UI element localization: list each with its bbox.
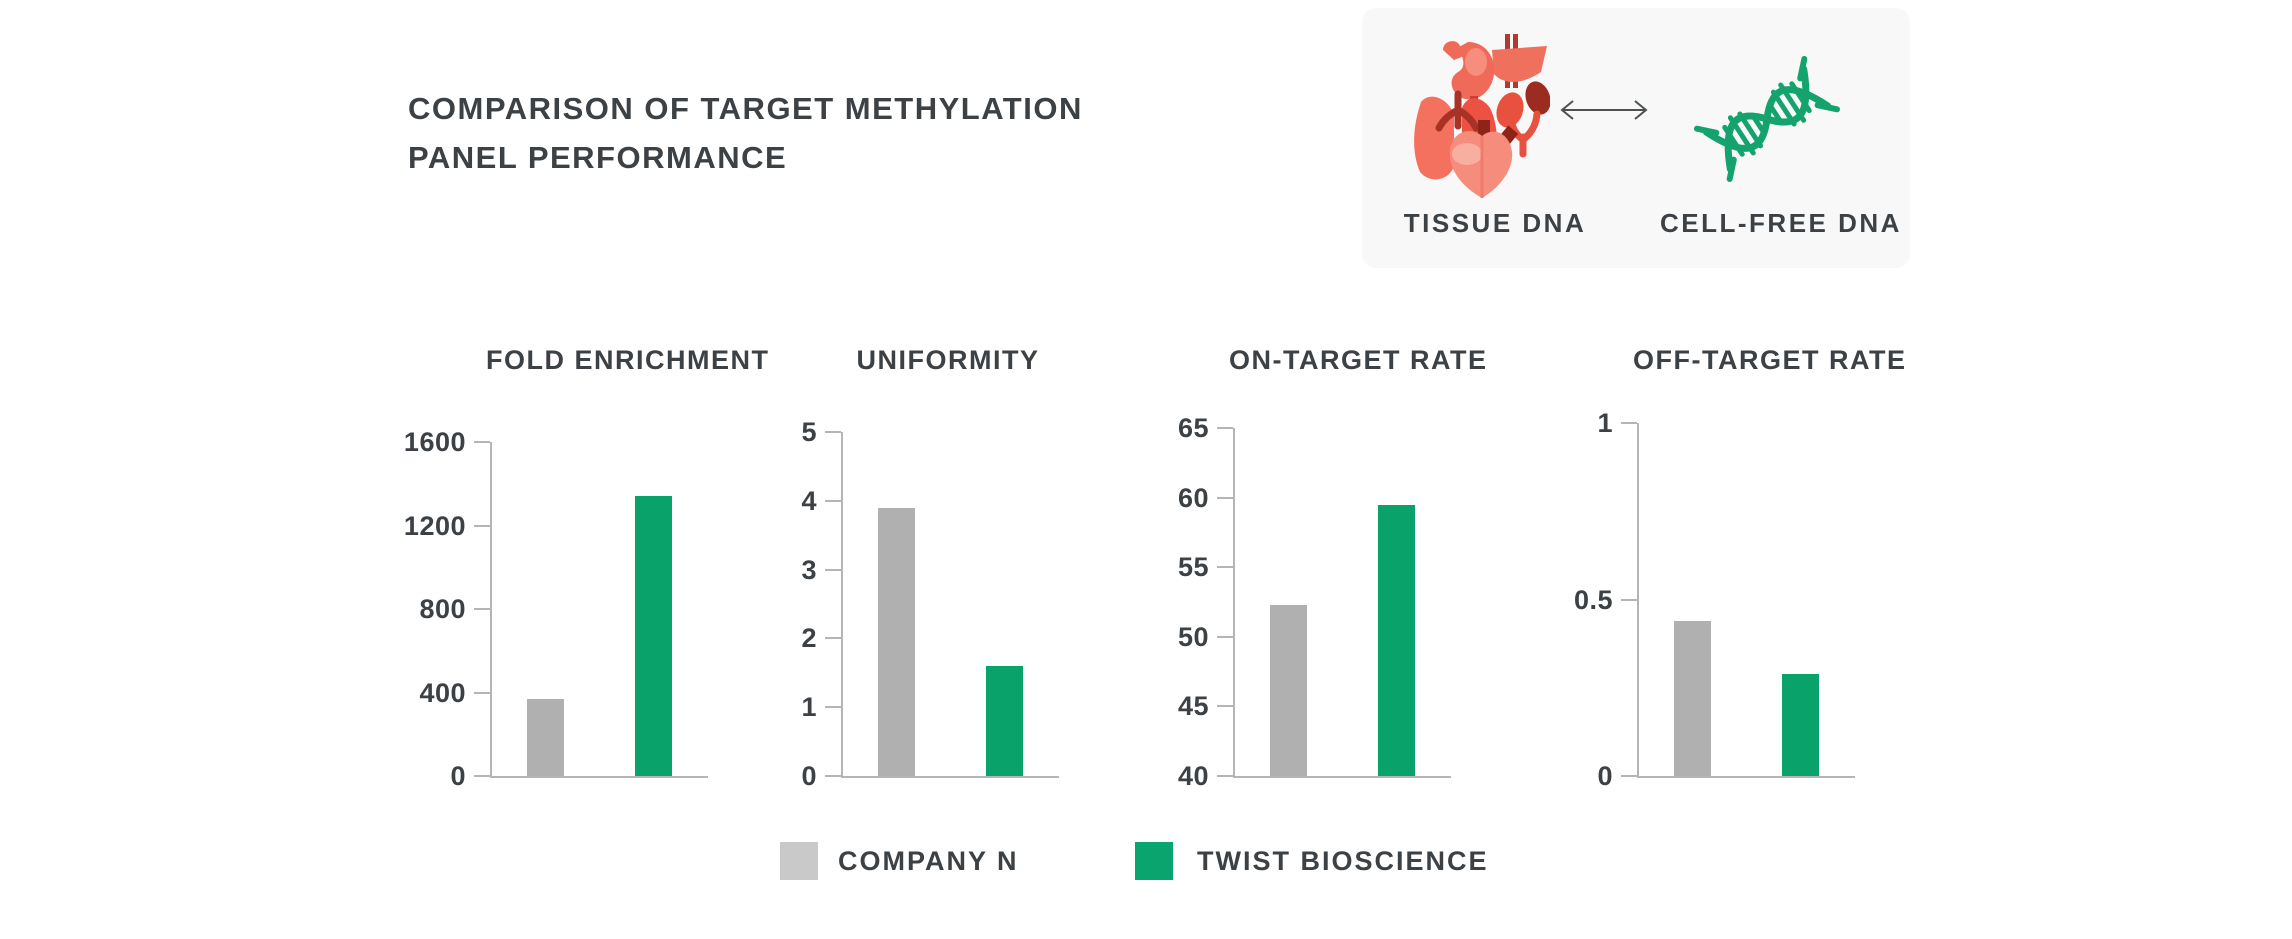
x-axis-baseline [841,776,1059,778]
bar-twist-bioscience [635,496,672,776]
tissue-organs-graphic [1414,34,1551,198]
dna-comparison-card: TISSUE DNA CELL-FREE DNA [1362,8,1910,268]
x-axis-baseline [1233,776,1451,778]
y-tick-mark [1217,705,1233,708]
y-tick-mark [1217,635,1233,638]
y-tick-mark [825,499,841,502]
y-tick-label: 0 [450,761,466,791]
dna-helix-icon [1692,54,1842,184]
y-tick-mark [474,775,490,777]
y-tick-mark [825,637,841,640]
y-tick-mark [474,608,490,610]
y-tick-mark [1621,422,1637,424]
bar-company-n [1270,605,1307,776]
chart-fold-enrichment: FOLD ENRICHMENT 0 400 800 1200 1600 [370,345,770,791]
y-tick-mark [1621,598,1637,601]
bar-company-n [527,699,564,776]
tissue-dna-label: TISSUE DNA [1403,208,1587,238]
y-tick-label: 65 [1177,413,1209,443]
page-title-line-2: PANEL PERFORMANCE [408,140,788,175]
chart-title: UNIFORMITY [856,345,1040,375]
chart-off-target-rate: OFF-TARGET RATE 0 0.5 1 [1517,345,1907,791]
y-tick-mark [474,441,490,443]
legend-label-twist-bioscience: TWIST BIOSCIENCE [1197,846,1489,876]
y-axis-line [841,432,843,778]
y-axis-line [1637,423,1639,778]
page-title-line-1: COMPARISON OF TARGET METHYLATION [408,91,1083,126]
y-tick-label: 1600 [403,427,466,457]
y-tick-label: 5 [801,417,817,447]
bar-company-n [878,508,915,776]
chart-title: FOLD ENRICHMENT [486,345,770,375]
y-tick-label: 2 [801,623,817,654]
y-tick-label: 400 [419,677,466,708]
y-axis-line [490,442,492,778]
y-axis-line [1233,428,1235,778]
x-axis-baseline [490,776,708,778]
y-tick-mark [1621,775,1637,777]
y-tick-mark [1217,427,1233,429]
y-tick-mark [825,706,841,709]
bar-company-n [1674,621,1711,776]
x-axis-baseline [1637,776,1855,778]
y-tick-label: 3 [801,554,817,585]
y-tick-label: 0 [801,761,817,791]
chart-title: ON-TARGET RATE [1229,345,1488,375]
double-arrow-icon [1558,98,1650,122]
legend-swatch-twist-bioscience [1135,842,1173,880]
bar-twist-bioscience [1378,505,1415,776]
cell-free-dna-label: CELL-FREE DNA [1660,208,1902,238]
tissue-organs-icon [1410,34,1551,199]
y-tick-label: 0 [1597,761,1613,791]
page-title: COMPARISON OF TARGET METHYLATION PANEL P… [408,84,1083,182]
y-tick-label: 0.5 [1573,584,1613,615]
y-tick-label: 1 [801,692,817,723]
bar-twist-bioscience [986,666,1023,776]
dna-helix-graphic [1693,55,1841,183]
legend-label-company-n: COMPANY N [838,846,1019,876]
chart-title: OFF-TARGET RATE [1633,345,1907,375]
y-tick-label: 60 [1177,482,1209,513]
y-tick-mark [1217,496,1233,499]
chart-on-target-rate: ON-TARGET RATE 40 45 50 55 60 65 [1113,345,1488,791]
y-tick-label: 800 [419,594,466,624]
y-tick-label: 1 [1597,408,1613,438]
y-tick-mark [1217,775,1233,777]
y-tick-mark [825,775,841,777]
y-tick-mark [1217,566,1233,569]
y-tick-label: 40 [1177,761,1209,791]
y-tick-mark [474,524,490,527]
y-tick-mark [825,431,841,433]
legend-swatch-company-n [780,842,818,880]
y-tick-mark [825,568,841,571]
y-tick-label: 50 [1177,621,1209,652]
y-tick-label: 55 [1177,552,1209,583]
bar-twist-bioscience [1782,674,1819,776]
y-tick-mark [474,691,490,694]
y-tick-label: 4 [801,485,817,516]
y-tick-label: 1200 [403,510,466,541]
y-tick-label: 45 [1177,691,1209,722]
double-arrow-graphic [1560,100,1648,120]
chart-uniformity: UNIFORMITY 0 1 2 3 4 5 [721,345,1059,790]
